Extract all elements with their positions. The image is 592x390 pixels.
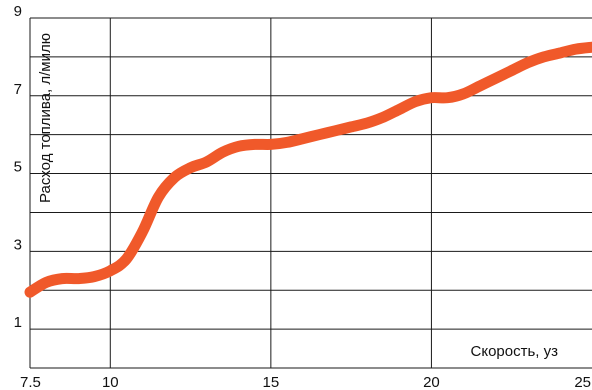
x-tick-label: 7.5 bbox=[20, 374, 41, 390]
x-tick-label: 10 bbox=[102, 374, 119, 390]
x-tick-label: 20 bbox=[423, 374, 440, 390]
y-tick-label: 9 bbox=[14, 3, 22, 20]
x-tick-labels: 7.5 10 15 20 25 bbox=[20, 374, 591, 390]
x-tick-label: 15 bbox=[263, 374, 280, 390]
series-layer bbox=[24, 41, 592, 298]
y-tick-label: 3 bbox=[14, 236, 22, 253]
plot-frame bbox=[29, 18, 592, 369]
y-tick-label: 5 bbox=[14, 159, 22, 176]
series-line bbox=[24, 41, 592, 298]
y-tick-label: 7 bbox=[14, 81, 22, 98]
y-axis-label: Расход топлива, л/милю bbox=[37, 33, 54, 203]
x-tick-label: 25 bbox=[574, 374, 591, 390]
grid bbox=[30, 17, 592, 369]
y-tick-labels: 1 3 5 7 9 bbox=[14, 3, 22, 331]
y-tick-label: 1 bbox=[14, 314, 22, 331]
x-axis-label: Скорость, уз bbox=[471, 343, 559, 360]
